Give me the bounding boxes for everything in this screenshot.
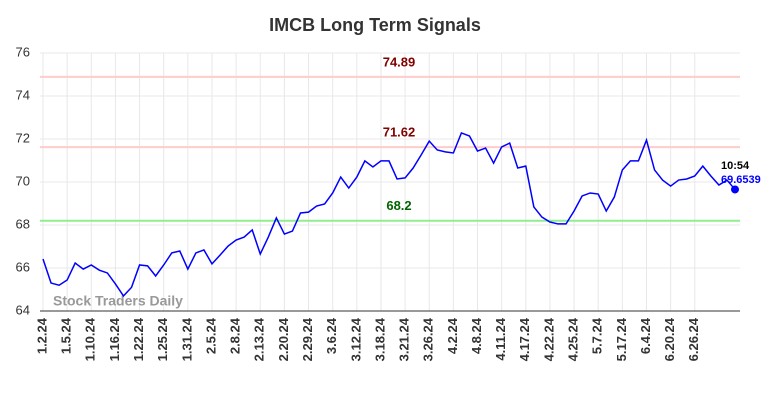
x-tick-label: 3.21.24 <box>397 317 412 361</box>
last-time: 10:54 <box>721 160 750 172</box>
x-tick-label: 6.26.24 <box>686 317 701 361</box>
y-tick-label: 74 <box>16 87 30 102</box>
y-tick-label: 76 <box>16 44 30 59</box>
y-tick-label: 70 <box>16 173 30 188</box>
last-point <box>731 185 739 194</box>
y-tick-label: 68 <box>16 216 30 231</box>
x-tick-label: 2.20.24 <box>276 317 291 361</box>
x-tick-label: 4.8.24 <box>469 317 484 354</box>
x-tick-label: 5.17.24 <box>614 317 629 361</box>
x-tick-label: 1.2.24 <box>34 317 49 354</box>
x-tick-label: 3.18.24 <box>372 317 387 361</box>
x-tick-label: 5.7.24 <box>590 317 605 354</box>
signal-label: 68.2 <box>386 198 411 213</box>
x-tick-label: 2.8.24 <box>228 317 243 354</box>
price-line <box>42 132 736 298</box>
signal-label: 71.62 <box>383 125 416 140</box>
x-tick-label: 3.6.24 <box>324 317 339 354</box>
x-tick-label: 2.29.24 <box>300 317 315 361</box>
x-tick-label: 1.31.24 <box>179 317 194 361</box>
y-tick-label: 64 <box>16 302 30 317</box>
x-tick-label: 4.25.24 <box>566 317 581 361</box>
x-tick-label: 1.25.24 <box>155 317 170 361</box>
chart-title: IMCB Long Term Signals <box>269 15 481 35</box>
x-tick-label: 4.22.24 <box>541 317 556 361</box>
x-tick-label: 6.4.24 <box>638 317 653 354</box>
x-tick-label: 3.12.24 <box>348 317 363 361</box>
x-tick-label: 6.20.24 <box>662 317 677 361</box>
x-tick-label: 2.5.24 <box>203 317 218 354</box>
x-tick-label: 3.26.24 <box>421 317 436 361</box>
x-tick-label: 4.11.24 <box>493 317 508 360</box>
x-tick-label: 4.17.24 <box>517 317 532 361</box>
x-tick-label: 4.2.24 <box>445 317 460 354</box>
x-tick-label: 2.13.24 <box>252 317 267 361</box>
x-tick-label: 1.16.24 <box>107 317 122 361</box>
x-tick-label: 1.22.24 <box>131 317 146 361</box>
watermark: Stock Traders Daily <box>53 293 183 309</box>
y-tick-label: 72 <box>16 130 30 145</box>
x-tick-label: 1.5.24 <box>59 317 74 354</box>
y-tick-label: 66 <box>16 259 30 274</box>
x-tick-label: 1.10.24 <box>83 317 98 361</box>
last-value: 69.6539 <box>721 174 761 186</box>
signal-label: 74.89 <box>383 54 416 69</box>
